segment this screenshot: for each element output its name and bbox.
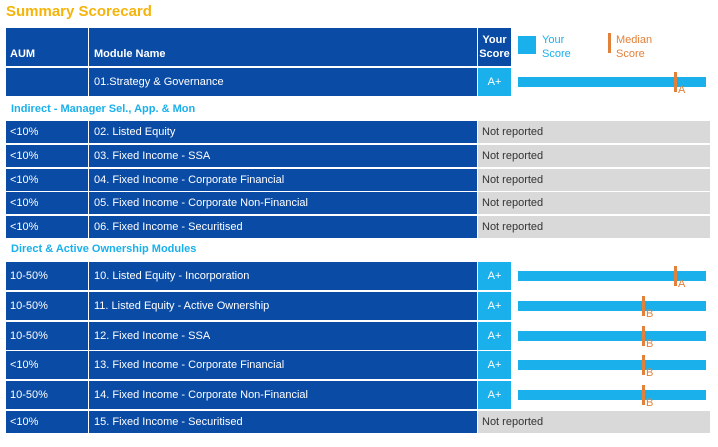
- median-grade-label: B: [646, 367, 654, 379]
- score-bar-cell: B: [512, 381, 710, 409]
- median-score-marker: [642, 296, 645, 316]
- module-name-cell: 11. Listed Equity - Active Ownership: [89, 292, 478, 320]
- median-grade-label: B: [646, 397, 654, 409]
- your-score-legend-line1: Your: [542, 34, 565, 46]
- median-score-marker: [642, 385, 645, 405]
- score-header-line2: Score: [479, 48, 510, 60]
- module-name-cell: 05. Fixed Income - Corporate Non-Financi…: [89, 192, 478, 214]
- your-score-legend-label: Your Score: [542, 33, 571, 61]
- module-name-cell: 13. Fixed Income - Corporate Financial: [89, 351, 478, 379]
- score-bar-cell: A: [512, 68, 710, 96]
- median-score-legend-line1: Median: [616, 34, 653, 46]
- score-bar-cell: B: [512, 351, 710, 379]
- median-grade-label: A: [678, 84, 686, 96]
- your-score-legend-line2: Score: [542, 48, 571, 60]
- not-reported-cell: Not reported: [478, 121, 710, 143]
- module-name-cell: 06. Fixed Income - Securitised: [89, 216, 478, 238]
- aum-cell: <10%: [6, 169, 89, 191]
- module-name-cell: 01.Strategy & Governance: [89, 68, 478, 96]
- module-name-cell: 15. Fixed Income - Securitised: [89, 411, 478, 433]
- legend: Your Score Median Score: [512, 28, 710, 66]
- module-name-cell: 03. Fixed Income - SSA: [89, 145, 478, 167]
- table-row: 10-50% 11. Listed Equity - Active Ownersh…: [6, 292, 710, 320]
- median-grade-label: A: [678, 278, 686, 290]
- median-score-legend-swatch: [608, 33, 611, 53]
- not-reported-cell: Not reported: [478, 192, 710, 214]
- table-row: <10% 04. Fixed Income - Corporate Financi…: [6, 169, 710, 191]
- table-row: 10-50% 14. Fixed Income - Corporate Non-F…: [6, 381, 710, 409]
- your-score-bar: [518, 360, 706, 370]
- score-bar-cell: B: [512, 292, 710, 320]
- aum-cell: 10-50%: [6, 381, 89, 409]
- score-bar-cell: B: [512, 322, 710, 350]
- table-row: 10-50% 10. Listed Equity - Incorporation A…: [6, 262, 710, 290]
- page-title: Summary Scorecard: [6, 3, 152, 20]
- aum-cell: <10%: [6, 351, 89, 379]
- median-score-legend-line2: Score: [616, 48, 645, 60]
- score-badge: A+: [478, 381, 512, 409]
- module-header: Module Name: [89, 28, 478, 66]
- aum-cell: <10%: [6, 121, 89, 143]
- median-score-marker: [674, 72, 677, 92]
- module-name-cell: 04. Fixed Income - Corporate Financial: [89, 169, 478, 191]
- median-score-legend-label: Median Score: [616, 33, 652, 61]
- median-grade-label: B: [646, 308, 654, 320]
- score-badge: A+: [478, 351, 512, 379]
- not-reported-cell: Not reported: [478, 216, 710, 238]
- aum-cell: 10-50%: [6, 262, 89, 290]
- module-name-cell: 12. Fixed Income - SSA: [89, 322, 478, 350]
- aum-cell: 10-50%: [6, 322, 89, 350]
- aum-cell: <10%: [6, 145, 89, 167]
- score-badge: A+: [478, 262, 512, 290]
- module-name-cell: 02. Listed Equity: [89, 121, 478, 143]
- score-badge: A+: [478, 292, 512, 320]
- section-header: Direct & Active Ownership Modules: [6, 238, 710, 260]
- your-score-bar: [518, 331, 706, 341]
- table-row: <10% 02. Listed Equity Not reported: [6, 121, 710, 143]
- table-row: 01.Strategy & Governance A+ A: [6, 68, 710, 96]
- median-score-marker: [674, 266, 677, 286]
- score-header: Your Score: [478, 28, 512, 66]
- header-row: AUM Module Name Your Score Your Score Me…: [6, 28, 710, 66]
- aum-header: AUM: [6, 28, 89, 66]
- module-name-cell: 14. Fixed Income - Corporate Non-Financi…: [89, 381, 478, 409]
- aum-cell: <10%: [6, 216, 89, 238]
- your-score-bar: [518, 390, 706, 400]
- your-score-legend-swatch: [518, 36, 536, 54]
- module-name-cell: 10. Listed Equity - Incorporation: [89, 262, 478, 290]
- median-grade-label: B: [646, 338, 654, 350]
- not-reported-cell: Not reported: [478, 169, 710, 191]
- your-score-bar: [518, 271, 706, 281]
- median-score-marker: [642, 326, 645, 346]
- not-reported-cell: Not reported: [478, 411, 710, 433]
- not-reported-cell: Not reported: [478, 145, 710, 167]
- table-row: <10% 06. Fixed Income - Securitised Not re…: [6, 216, 710, 238]
- score-badge: A+: [478, 68, 512, 96]
- aum-cell: 10-50%: [6, 292, 89, 320]
- score-badge: A+: [478, 322, 512, 350]
- table-row: <10% 15. Fixed Income - Securitised Not re…: [6, 411, 710, 433]
- your-score-bar: [518, 301, 706, 311]
- table-row: 10-50% 12. Fixed Income - SSA A+ B: [6, 322, 710, 350]
- section-header: Indirect - Manager Sel., App. & Mon: [6, 98, 710, 120]
- table-row: <10% 13. Fixed Income - Corporate Financi…: [6, 351, 710, 379]
- your-score-bar: [518, 77, 706, 87]
- table-row: <10% 05. Fixed Income - Corporate Non-Fin…: [6, 192, 710, 214]
- aum-cell: <10%: [6, 192, 89, 214]
- score-header-line1: Your: [482, 34, 507, 46]
- aum-cell: [6, 68, 89, 96]
- score-bar-cell: A: [512, 262, 710, 290]
- table-row: <10% 03. Fixed Income - SSA Not reported: [6, 145, 710, 167]
- median-score-marker: [642, 355, 645, 375]
- aum-cell: <10%: [6, 411, 89, 433]
